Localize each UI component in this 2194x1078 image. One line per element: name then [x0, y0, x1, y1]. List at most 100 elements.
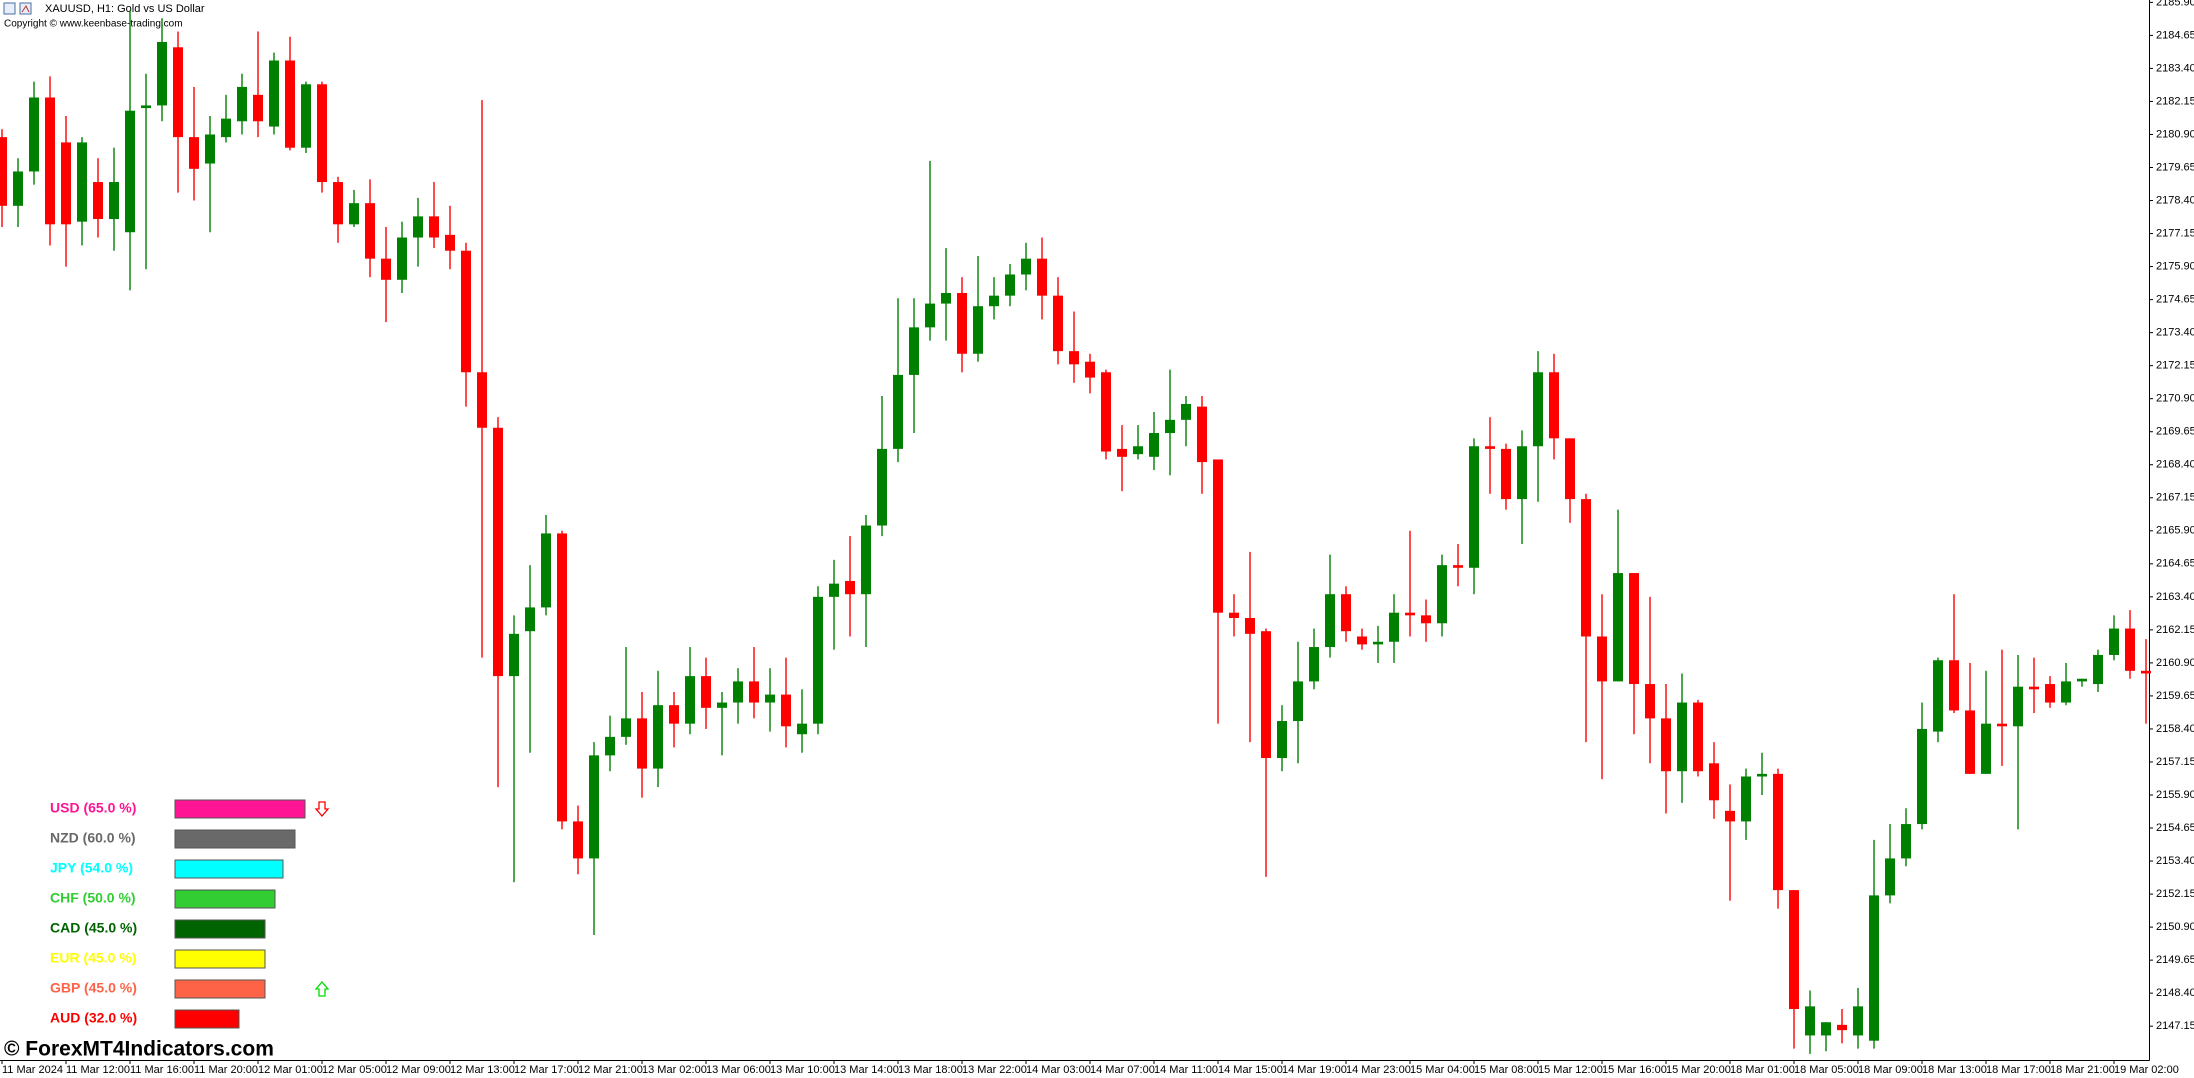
strength-bar	[174, 1009, 240, 1029]
x-tick-label: 18 Mar 17:00	[1986, 1064, 2051, 1076]
x-tick-label: 14 Mar 15:00	[1218, 1064, 1283, 1076]
candle-body	[781, 694, 791, 727]
candle-body	[1245, 617, 1255, 634]
y-tick-label: 2147.15	[2156, 1020, 2194, 1032]
x-tick-label: 14 Mar 07:00	[1090, 1064, 1155, 1076]
candle-body	[1085, 361, 1095, 378]
candle-body	[1693, 702, 1703, 772]
candle-body	[1053, 295, 1063, 352]
y-tick-label: 2170.90	[2156, 393, 2194, 405]
candle-body	[1469, 446, 1479, 568]
x-tick-label: 11 Mar 20:00	[194, 1064, 258, 1076]
candle-body	[797, 723, 807, 735]
candle-body	[1709, 763, 1719, 801]
candle-body	[93, 182, 103, 220]
y-tick-label: 2152.15	[2156, 888, 2194, 900]
candle-body	[1901, 824, 1911, 859]
header-icons	[3, 2, 32, 15]
candle-body	[1725, 810, 1735, 822]
candle-body	[1613, 573, 1623, 682]
candle-body	[493, 427, 503, 677]
candle-body	[765, 694, 775, 703]
candle-body	[541, 533, 551, 608]
trend-arrow	[314, 981, 330, 997]
candle-body	[141, 105, 151, 109]
x-tick-label: 18 Mar 01:00	[1730, 1064, 1795, 1076]
y-tick-label: 2177.15	[2156, 227, 2194, 239]
candle-body	[1197, 406, 1207, 463]
x-tick-label: 14 Mar 23:00	[1346, 1064, 1411, 1076]
candle-body	[413, 216, 423, 238]
x-tick-label: 12 Mar 09:00	[386, 1064, 451, 1076]
candle-body	[13, 171, 23, 206]
candle-body	[1805, 1006, 1815, 1036]
y-tick-label: 2149.65	[2156, 954, 2194, 966]
candle-body	[1661, 718, 1671, 772]
candle-body	[957, 293, 967, 354]
y-tick-label: 2182.15	[2156, 95, 2194, 107]
strength-bar	[174, 919, 266, 939]
candle-body	[1133, 446, 1143, 455]
candle-body	[1981, 723, 1991, 774]
candle-body	[909, 327, 919, 375]
currency-label: EUR (45.0 %)	[50, 950, 136, 966]
x-tick-label: 15 Mar 12:00	[1538, 1064, 1603, 1076]
x-tick-label: 13 Mar 22:00	[962, 1064, 1027, 1076]
candle-body	[2125, 628, 2135, 671]
y-tick-label: 2175.90	[2156, 260, 2194, 272]
candle-body	[445, 234, 455, 251]
candle-body	[397, 237, 407, 280]
x-tick-label: 13 Mar 10:00	[770, 1064, 835, 1076]
y-tick-label: 2185.90	[2156, 0, 2194, 8]
candle-body	[77, 142, 87, 222]
candle-body	[1453, 565, 1463, 568]
x-tick-label: 12 Mar 05:00	[322, 1064, 387, 1076]
y-tick-label: 2184.65	[2156, 29, 2194, 41]
y-tick-label: 2168.40	[2156, 459, 2194, 471]
y-tick-label: 2179.65	[2156, 161, 2194, 173]
candle-body	[1037, 258, 1047, 296]
candle-body	[1421, 615, 1431, 624]
candle-body	[2045, 684, 2055, 703]
candle-body	[669, 705, 679, 724]
candle-body	[1581, 499, 1591, 637]
x-tick-label: 14 Mar 03:00	[1026, 1064, 1091, 1076]
y-tick-label: 2174.65	[2156, 294, 2194, 306]
candle-body	[285, 60, 295, 148]
x-tick-label: 11 Mar 16:00	[130, 1064, 194, 1076]
candle-body	[1069, 351, 1079, 365]
candle-body	[1181, 403, 1191, 420]
candle-body	[717, 702, 727, 708]
watermark: © ForexMT4Indicators.com	[4, 1038, 274, 1061]
candle-body	[701, 676, 711, 708]
candle-body	[1277, 721, 1287, 759]
icon	[19, 2, 32, 15]
y-tick-label: 2150.90	[2156, 921, 2194, 933]
x-tick-label: 18 Mar 09:00	[1858, 1064, 1923, 1076]
y-tick-label: 2178.40	[2156, 194, 2194, 206]
candle-body	[2013, 686, 2023, 727]
y-tick-label: 2148.40	[2156, 987, 2194, 999]
y-tick-label: 2154.65	[2156, 822, 2194, 834]
y-tick-label: 2165.90	[2156, 525, 2194, 537]
x-tick-label: 15 Mar 20:00	[1666, 1064, 1731, 1076]
x-tick-label: 11 Mar 2024	[2, 1064, 63, 1076]
candle-body	[461, 250, 471, 373]
candle-body	[205, 134, 215, 164]
candle-body	[589, 755, 599, 859]
x-tick-label: 13 Mar 18:00	[898, 1064, 963, 1076]
candle-body	[525, 607, 535, 632]
candle-body	[1549, 372, 1559, 439]
candle-body	[1149, 433, 1159, 457]
candle-body	[1773, 773, 1783, 891]
strength-bar	[174, 799, 306, 819]
candle-body	[1837, 1024, 1847, 1031]
candle-body	[2061, 681, 2071, 703]
x-tick-label: 15 Mar 16:00	[1602, 1064, 1667, 1076]
currency-label: USD (65.0 %)	[50, 800, 136, 816]
candle-body	[1005, 274, 1015, 296]
candle-body	[1293, 681, 1303, 722]
x-tick-label: 12 Mar 17:00	[514, 1064, 579, 1076]
candle-body	[29, 97, 39, 172]
